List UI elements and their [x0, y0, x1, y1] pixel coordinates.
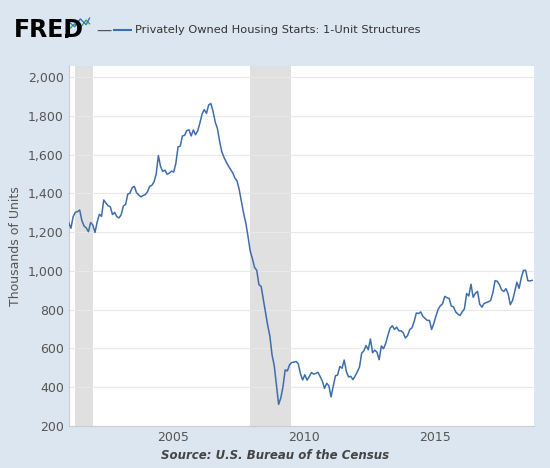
Text: —: —	[96, 22, 112, 37]
Text: Privately Owned Housing Starts: 1-Unit Structures: Privately Owned Housing Starts: 1-Unit S…	[135, 25, 420, 35]
Text: Source: U.S. Bureau of the Census: Source: U.S. Bureau of the Census	[161, 449, 389, 462]
Text: FRED: FRED	[14, 18, 84, 43]
Bar	[75, 66, 93, 426]
Y-axis label: Thousands of Units: Thousands of Units	[9, 186, 23, 306]
Bar	[250, 66, 292, 426]
Text: .: .	[63, 23, 70, 42]
